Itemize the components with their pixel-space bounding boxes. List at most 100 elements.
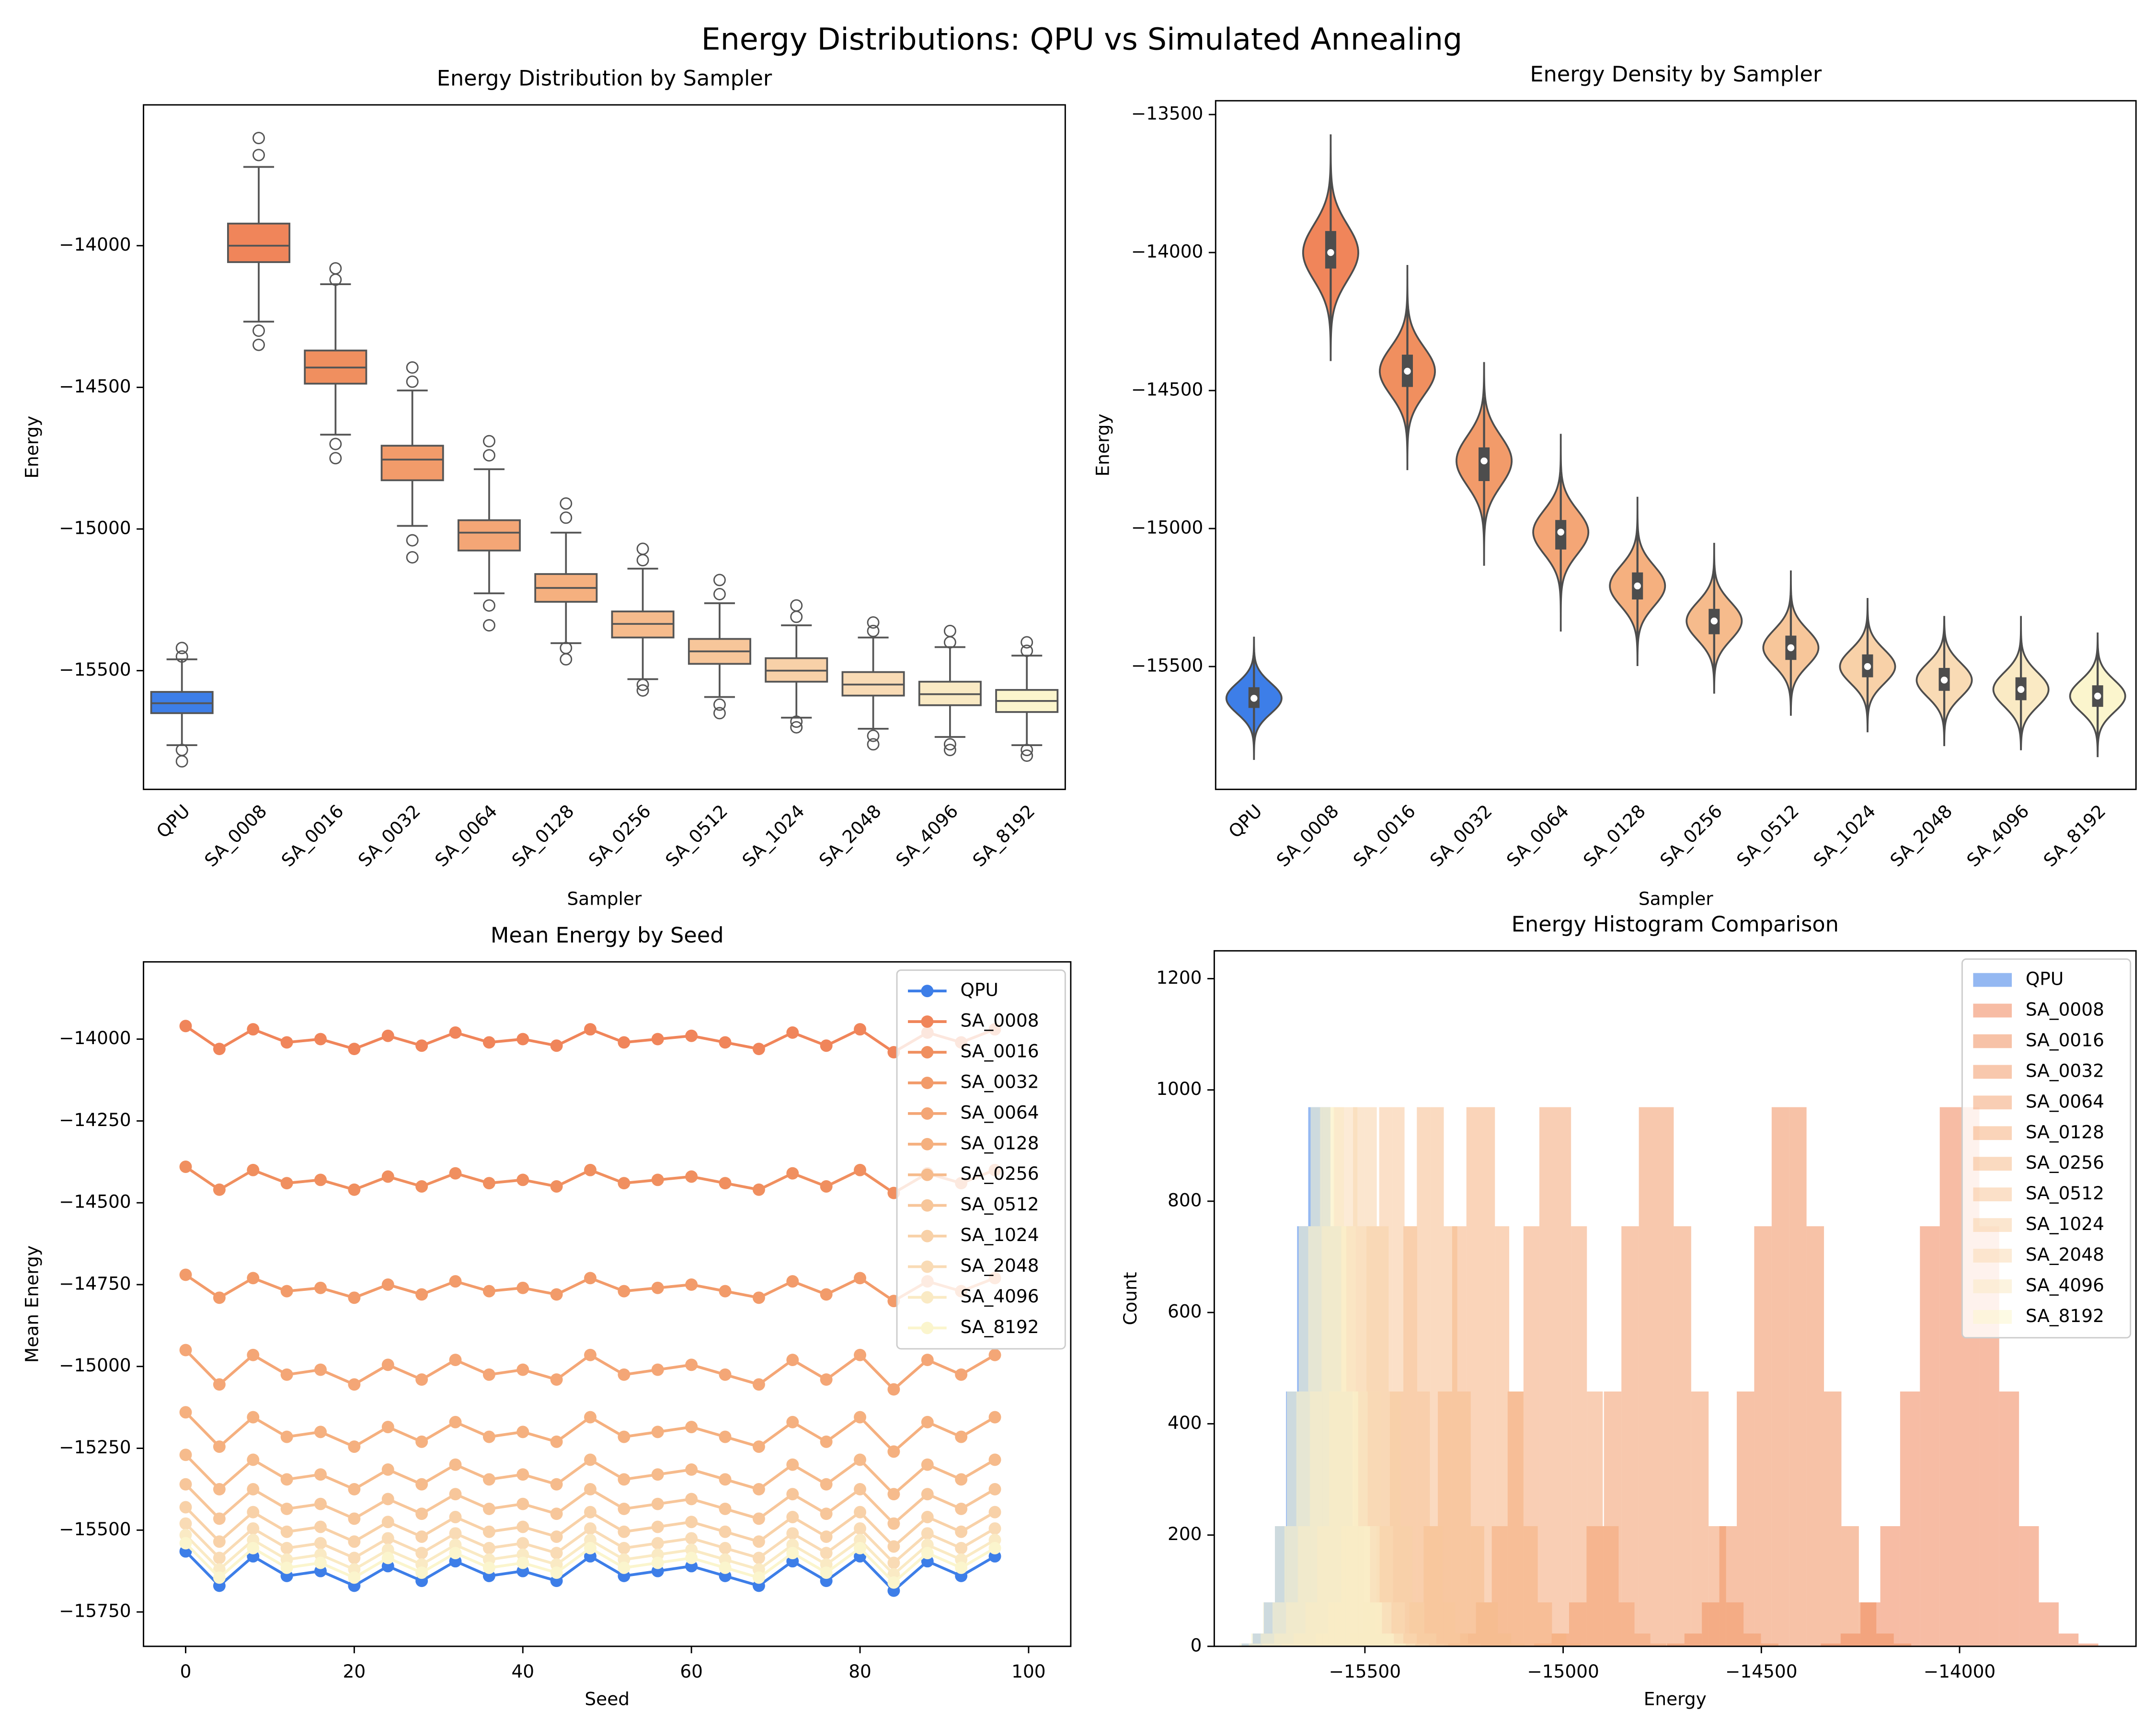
- point: [786, 1511, 799, 1523]
- x-axis-label: Energy: [1644, 1689, 1707, 1710]
- outlier: [175, 642, 188, 655]
- hist-bar: [1618, 1602, 1635, 1646]
- hist-bar: [1334, 1226, 1346, 1646]
- point: [381, 1029, 394, 1042]
- point: [719, 1502, 732, 1515]
- point: [213, 1483, 226, 1495]
- point: [786, 1167, 799, 1180]
- legend-label: SA_2048: [2026, 1244, 2104, 1265]
- point: [280, 1285, 293, 1298]
- point: [618, 1368, 631, 1381]
- y-axis-label: Mean Energy: [22, 1245, 43, 1363]
- hist-bar: [1900, 1392, 1920, 1646]
- y-tick-label: 200: [1168, 1523, 1202, 1544]
- y-tick-label: −14500: [1131, 379, 1203, 400]
- x-tick-label: −14500: [1725, 1661, 1797, 1682]
- hist-bar: [1251, 1633, 1263, 1646]
- point: [887, 1540, 900, 1553]
- point: [314, 1363, 327, 1376]
- hist-bar: [1455, 1633, 1468, 1646]
- point: [516, 1281, 529, 1294]
- point: [381, 1493, 394, 1506]
- point: [719, 1541, 732, 1554]
- point: [179, 1537, 192, 1550]
- point: [719, 1036, 732, 1049]
- median-dot: [2017, 686, 2025, 693]
- y-tick-label: −15000: [59, 1355, 131, 1376]
- point: [618, 1177, 631, 1190]
- legend-patch: [1973, 1157, 2012, 1171]
- point: [887, 1576, 900, 1589]
- y-tick-label: −14000: [59, 1027, 131, 1048]
- y-axis-label: Energy: [1092, 414, 1113, 476]
- point: [415, 1478, 428, 1491]
- point: [854, 1506, 866, 1518]
- legend-patch: [1973, 1003, 2012, 1018]
- outlier: [1021, 644, 1033, 657]
- point: [213, 1043, 226, 1056]
- y-tick-label: −15250: [59, 1437, 131, 1458]
- hist-bar: [1587, 1392, 1603, 1646]
- legend-label: SA_0016: [2026, 1029, 2104, 1050]
- point: [752, 1378, 765, 1391]
- point: [415, 1566, 428, 1579]
- y-tick-label: 600: [1168, 1301, 1202, 1322]
- point: [213, 1378, 226, 1391]
- y-tick-label: 1200: [1156, 967, 1202, 988]
- point: [854, 1483, 866, 1495]
- median-dot: [1250, 695, 1258, 702]
- hist-bar: [1789, 1107, 1807, 1646]
- point: [550, 1039, 563, 1052]
- legend-box: [896, 969, 1066, 1350]
- point: [280, 1541, 293, 1554]
- point: [348, 1535, 361, 1548]
- point: [752, 1552, 765, 1564]
- point: [988, 1411, 1001, 1424]
- point: [381, 1552, 394, 1564]
- hist-bar: [2039, 1602, 2059, 1646]
- legend-marker: [921, 1076, 934, 1089]
- outlier: [790, 721, 803, 734]
- point: [887, 1556, 900, 1569]
- axes-frame: [143, 104, 1066, 790]
- hist-bar: [1444, 1226, 1457, 1646]
- hist-bar: [1691, 1392, 1709, 1646]
- point: [516, 1537, 529, 1550]
- point: [854, 1541, 866, 1554]
- point: [887, 1383, 900, 1396]
- legend-label: SA_0128: [960, 1132, 1039, 1153]
- point: [280, 1036, 293, 1049]
- box: [227, 222, 291, 263]
- hist-bar: [1806, 1226, 1824, 1646]
- point: [988, 1506, 1001, 1518]
- outlier: [175, 650, 188, 663]
- outlier: [482, 619, 495, 632]
- y-tick-label: 800: [1168, 1189, 1202, 1210]
- point: [449, 1547, 462, 1560]
- point: [584, 1522, 596, 1535]
- point: [820, 1507, 833, 1520]
- point: [314, 1426, 327, 1438]
- point: [314, 1520, 327, 1533]
- point: [887, 1488, 900, 1501]
- point: [955, 1525, 968, 1538]
- outlier: [252, 338, 265, 351]
- point: [247, 1453, 260, 1466]
- point: [955, 1502, 968, 1515]
- outlier: [943, 636, 956, 649]
- point: [348, 1378, 361, 1391]
- point: [280, 1368, 293, 1381]
- point: [381, 1463, 394, 1476]
- hist-bar: [1771, 1107, 1789, 1646]
- point: [179, 1501, 192, 1514]
- x-axis-label: Seed: [585, 1689, 630, 1710]
- point: [820, 1547, 833, 1560]
- median-dot: [1404, 368, 1411, 375]
- point: [550, 1566, 563, 1579]
- point: [786, 1458, 799, 1471]
- point: [618, 1036, 631, 1049]
- hist-bar: [1709, 1526, 1726, 1646]
- x-tick-label: 60: [680, 1661, 703, 1682]
- hist-bar: [1639, 1107, 1657, 1646]
- x-tick-label: −15000: [1527, 1661, 1599, 1682]
